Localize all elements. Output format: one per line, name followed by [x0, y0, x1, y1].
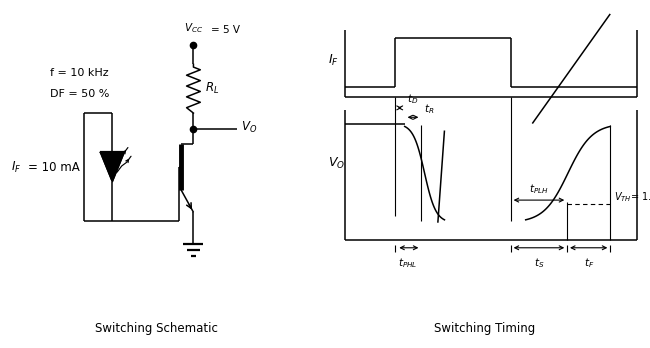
Text: $R_L$: $R_L$ — [205, 81, 220, 96]
Text: $I_F$: $I_F$ — [11, 159, 21, 175]
Text: DF = 50 %: DF = 50 % — [50, 89, 109, 99]
Text: $V_O$: $V_O$ — [241, 119, 257, 135]
Text: $t_F$: $t_F$ — [584, 256, 594, 270]
Text: $t_S$: $t_S$ — [534, 256, 544, 270]
Text: = 10 mA: = 10 mA — [28, 160, 80, 174]
Text: $V_{TH}$= 1.5 V: $V_{TH}$= 1.5 V — [614, 190, 650, 204]
Polygon shape — [101, 152, 124, 182]
Text: $I_F$: $I_F$ — [328, 53, 339, 69]
Text: $V_{CC}$: $V_{CC}$ — [184, 22, 203, 35]
Text: f = 10 kHz: f = 10 kHz — [50, 68, 109, 78]
Text: $t_D$: $t_D$ — [408, 92, 419, 106]
Text: $t_{PHL}$: $t_{PHL}$ — [398, 256, 418, 270]
Text: $t_{PLH}$: $t_{PLH}$ — [529, 182, 549, 196]
Text: $t_R$: $t_R$ — [424, 102, 434, 116]
Text: Switching Timing: Switching Timing — [434, 322, 535, 335]
Text: Switching Schematic: Switching Schematic — [94, 322, 218, 335]
Text: $V_O$: $V_O$ — [328, 156, 346, 171]
Text: = 5 V: = 5 V — [211, 25, 240, 35]
